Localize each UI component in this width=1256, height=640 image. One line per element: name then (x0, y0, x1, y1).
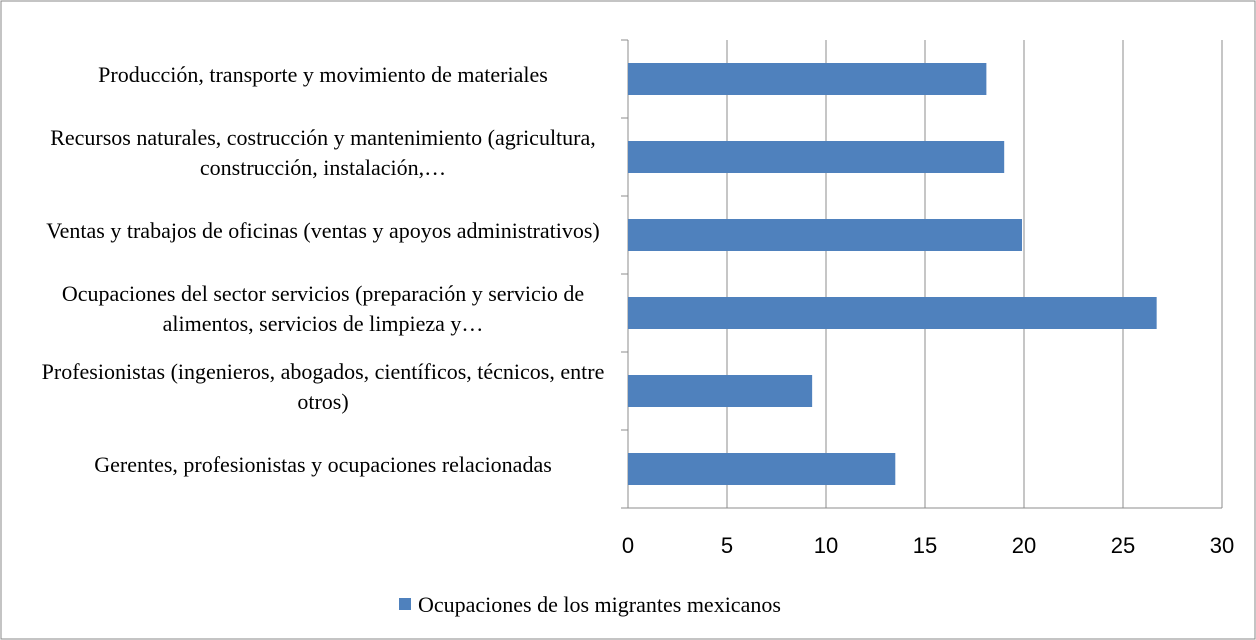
bar (628, 141, 1005, 173)
x-tick-label: 10 (814, 533, 838, 558)
x-tick-label: 20 (1012, 533, 1036, 558)
y-tick-label: Ventas y trabajos de oficinas (ventas y … (46, 218, 600, 243)
y-tick-label: Gerentes, profesionistas y ocupaciones r… (94, 452, 552, 477)
bar (628, 375, 813, 407)
y-tick-label: Ocupaciones del sector servicios (prepar… (61, 281, 585, 336)
x-tick-label: 15 (913, 533, 937, 558)
legend-swatch (399, 598, 411, 610)
bar (628, 219, 1023, 251)
x-tick-label: 5 (721, 533, 733, 558)
legend-label: Ocupaciones de los migrantes mexicanos (418, 592, 781, 617)
x-tick-label: 25 (1111, 533, 1135, 558)
bar (628, 453, 896, 485)
y-tick-label: Profesionistas (ingenieros, abogados, ci… (41, 359, 605, 414)
bar (628, 297, 1157, 329)
y-tick-label: Producción, transporte y movimiento de m… (98, 62, 548, 87)
bar (628, 63, 987, 95)
x-tick-label: 0 (622, 533, 634, 558)
x-tick-label: 30 (1210, 533, 1234, 558)
y-tick-label: Recursos naturales, costrucción y manten… (50, 125, 596, 180)
